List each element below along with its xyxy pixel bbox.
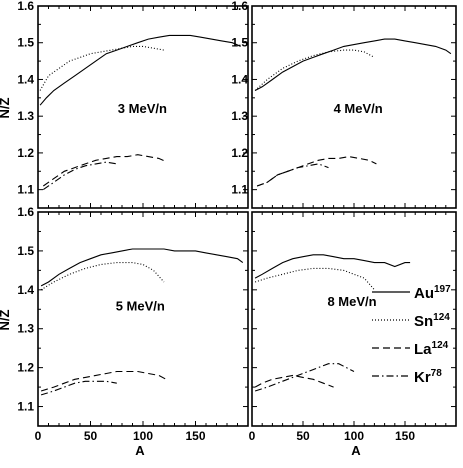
- panel-bottom-left: 1.1 1.2 1.3 1.4 1.5 1.6 0 50 100 150 5 MeV/n: [17, 205, 249, 443]
- panel-top-left: 1.1 1.2 1.3 1.4 1.5 1.6 3 MeV/n: [17, 0, 249, 209]
- y-tick-label: 1.4: [17, 283, 34, 297]
- series-line-au197: [39, 34, 241, 106]
- series-line-au197: [254, 38, 452, 91]
- y-tick-label: 1.2: [17, 361, 34, 375]
- x-tick-label: 0: [35, 429, 42, 443]
- panel-top-right: 1.1 1.2 1.3 1.4 1.5 1.6 4 MeV/n: [231, 0, 457, 209]
- legend-label: La124: [414, 340, 449, 358]
- y-axis-label-top: N/Z: [0, 97, 12, 118]
- y-tick-label: 1.3: [17, 109, 34, 123]
- x-tick-label: 50: [296, 429, 310, 443]
- y-tick-label: 1.5: [231, 36, 248, 50]
- x-tick-label: 150: [185, 429, 205, 443]
- x-tick-label: 0: [249, 429, 256, 443]
- series-line-au197: [254, 254, 411, 279]
- legend-label: Sn124: [414, 312, 450, 330]
- energy-annotation: 4 MeV/n: [334, 101, 383, 116]
- panel-frame: [37, 211, 249, 427]
- series-line-la124: [42, 154, 168, 187]
- y-axis-label-bottom: N/Z: [0, 309, 12, 330]
- panel-bottom-right: 0 50 100 150 8 MeV/n Au197 Sn124 La124 Kr78: [249, 211, 457, 443]
- energy-annotation: 8 MeV/n: [327, 294, 376, 309]
- y-tick-label: 1.1: [17, 400, 34, 414]
- series-line-la124: [254, 374, 334, 388]
- legend-label: Au197: [414, 284, 451, 302]
- series-line-kr78: [40, 380, 117, 396]
- series-line-kr78: [256, 163, 329, 187]
- x-tick-label: 100: [133, 429, 153, 443]
- series-line-la124: [256, 156, 377, 187]
- series-line-kr78: [254, 363, 355, 392]
- x-tick-label: 150: [395, 429, 415, 443]
- series-line-la124: [40, 370, 167, 392]
- y-tick-label: 1.6: [17, 205, 34, 219]
- series-line-sn124: [40, 262, 165, 291]
- y-tick-label: 1.6: [17, 0, 34, 13]
- y-tick-label: 1.1: [17, 183, 34, 197]
- y-tick-label: 1.6: [231, 0, 248, 13]
- y-tick-label: 1.4: [231, 72, 248, 86]
- legend: Au197 Sn124 La124 Kr78: [372, 284, 451, 386]
- legend-label: Kr78: [414, 368, 442, 386]
- x-tick-label: 50: [84, 429, 98, 443]
- y-tick-label: 1.5: [17, 244, 34, 258]
- series-line-sn124: [254, 49, 375, 91]
- x-tick-label: 100: [344, 429, 364, 443]
- y-tick-label: 1.2: [17, 146, 34, 160]
- series-line-sn124: [254, 267, 375, 291]
- y-tick-label: 1.1: [231, 183, 248, 197]
- series-line-kr78: [42, 161, 117, 191]
- x-axis-label-left: A: [135, 443, 145, 458]
- x-axis-label-right: A: [351, 443, 361, 458]
- energy-annotation: 3 MeV/n: [118, 101, 167, 116]
- y-tick-label: 1.3: [231, 109, 248, 123]
- panels: 1.1 1.2 1.3 1.4 1.5 1.6 3 MeV/n 1.1 1.2 1.3 1.4 1.5…: [17, 0, 457, 443]
- energy-annotation: 5 MeV/n: [116, 298, 165, 313]
- series-line-au197: [40, 248, 244, 287]
- y-tick-label: 1.4: [17, 72, 34, 86]
- y-tick-label: 1.3: [17, 322, 34, 336]
- series-line-sn124: [39, 45, 165, 91]
- y-tick-label: 1.5: [17, 36, 34, 50]
- y-tick-label: 1.2: [231, 146, 248, 160]
